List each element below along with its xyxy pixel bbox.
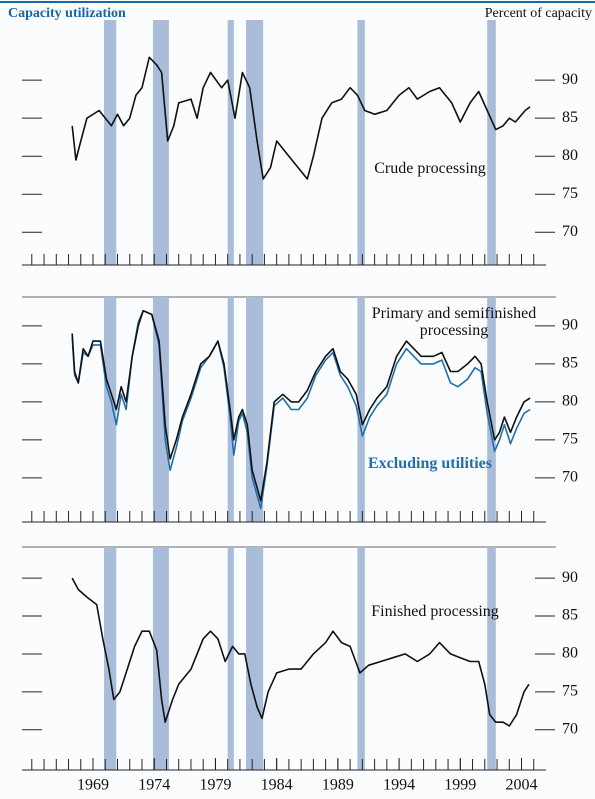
y-tick-label: 70 (562, 720, 578, 737)
series-label: Crude processing (374, 160, 486, 177)
y-tick-label: 80 (562, 645, 578, 662)
y-tick-label: 90 (562, 71, 578, 88)
y-tick-label: 75 (562, 185, 578, 202)
y-tick-label: 90 (562, 569, 578, 586)
recession-band (104, 20, 117, 265)
series-label: Excluding utilities (367, 455, 493, 472)
x-tick-label: 1989 (322, 777, 354, 794)
recession-band (487, 20, 496, 265)
x-tick-label: 1984 (261, 777, 293, 794)
x-tick-label: 1969 (77, 777, 109, 794)
series-label: Finished processing (371, 603, 499, 620)
recession-band (357, 547, 365, 770)
y-tick-label: 80 (562, 393, 578, 410)
chart-title: Capacity utilization (8, 6, 126, 21)
data-line (71, 309, 531, 502)
recession-band (357, 297, 365, 522)
data-line (71, 577, 530, 727)
recession-band (104, 297, 117, 522)
recession-band (246, 20, 264, 265)
recession-band (246, 547, 264, 770)
x-tick-label: 1974 (138, 777, 170, 794)
y-tick-label: 90 (562, 317, 578, 334)
recession-band (227, 547, 234, 770)
recession-band (153, 297, 169, 522)
series-label: Primary and semifinished processing (371, 305, 537, 339)
y-tick-label: 85 (562, 109, 578, 126)
y-tick-label: 85 (562, 355, 578, 372)
y-tick-label: 85 (562, 607, 578, 624)
recession-band (153, 547, 169, 770)
recession-band (487, 297, 496, 522)
y-axis-label: Percent of capacity (485, 6, 592, 21)
y-tick-label: 80 (562, 147, 578, 164)
x-tick-label: 1999 (444, 777, 476, 794)
y-tick-label: 70 (562, 469, 578, 486)
y-tick-label: 70 (562, 223, 578, 240)
y-tick-label: 75 (562, 683, 578, 700)
data-line (71, 56, 531, 180)
x-tick-label: 1994 (383, 777, 415, 794)
y-tick-label: 75 (562, 431, 578, 448)
recession-band (227, 20, 234, 265)
x-tick-label: 1979 (199, 777, 231, 794)
data-line (71, 309, 531, 510)
x-tick-label: 2004 (506, 777, 538, 794)
recession-band (357, 20, 365, 265)
recession-band (104, 547, 117, 770)
recession-band (153, 20, 169, 265)
recession-band (487, 547, 496, 770)
